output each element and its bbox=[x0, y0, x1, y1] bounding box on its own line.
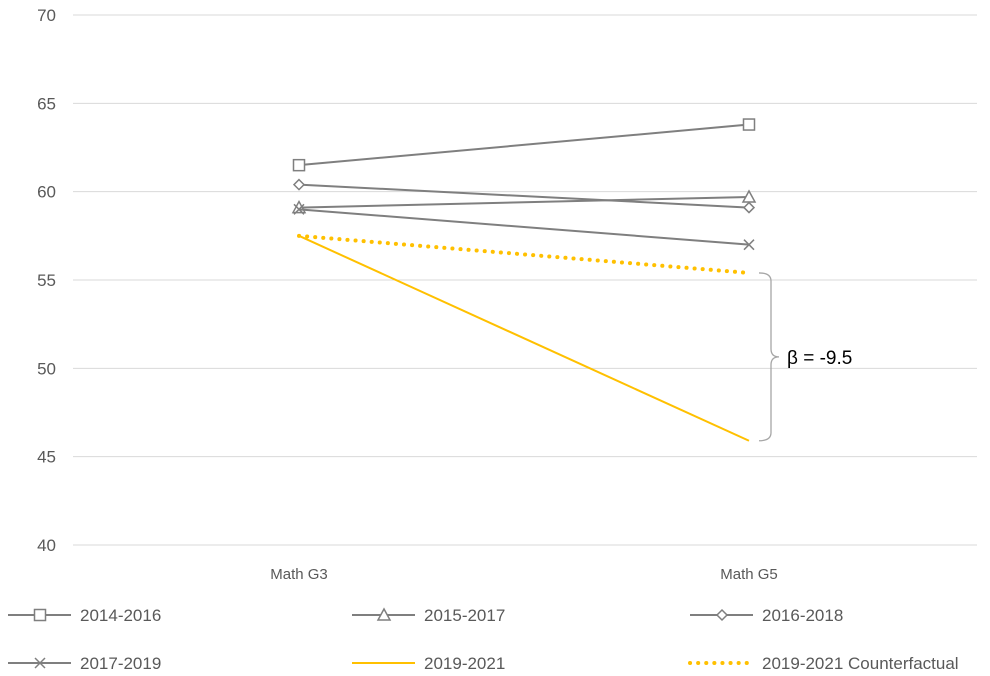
x-category-label: Math G5 bbox=[720, 566, 778, 583]
series-line bbox=[298, 195, 750, 209]
brace-annotation bbox=[758, 272, 780, 442]
y-tick-label: 45 bbox=[37, 448, 56, 467]
legend-item: 2019-2021 Counterfactual bbox=[688, 654, 959, 673]
series-2015-2017 bbox=[291, 189, 757, 214]
series-2019-2021-counterfactual bbox=[297, 233, 751, 275]
legend-marker bbox=[34, 657, 46, 669]
data-point bbox=[743, 239, 755, 251]
annotation-label: β = -9.5 bbox=[787, 348, 852, 369]
legend-item: 2014-2016 bbox=[8, 606, 161, 625]
legend-label: 2014-2016 bbox=[80, 606, 161, 625]
legend-label: 2016-2018 bbox=[762, 606, 843, 625]
data-point bbox=[293, 203, 305, 215]
y-tick-label: 40 bbox=[37, 536, 56, 555]
legend-label: 2019-2021 bbox=[424, 654, 505, 673]
gridlines bbox=[73, 14, 977, 546]
data-point bbox=[742, 201, 756, 214]
legend-item: 2015-2017 bbox=[352, 606, 505, 625]
y-tick-label: 65 bbox=[37, 94, 56, 113]
legend-label: 2017-2019 bbox=[80, 654, 161, 673]
series-line bbox=[298, 183, 750, 209]
series-line bbox=[298, 208, 750, 246]
data-point bbox=[742, 118, 756, 131]
y-tick-label: 50 bbox=[37, 359, 56, 378]
series-group bbox=[291, 118, 757, 442]
series-2019-2021 bbox=[298, 234, 750, 442]
y-tick-label: 55 bbox=[37, 271, 56, 290]
series-2017-2019 bbox=[293, 203, 755, 251]
series-line bbox=[298, 234, 750, 442]
legend-marker bbox=[715, 608, 729, 622]
y-tick-label: 70 bbox=[37, 6, 56, 25]
legend: 2014-2016 2015-2017 2016-2018 2017-2019 2019… bbox=[8, 606, 959, 673]
legend-marker bbox=[33, 608, 47, 622]
legend-item: 2019-2021 bbox=[352, 654, 505, 673]
y-axis-ticks: 40 45 50 55 60 65 70 bbox=[37, 6, 56, 555]
legend-label: 2019-2021 Counterfactual bbox=[762, 654, 959, 673]
series-line bbox=[297, 233, 751, 275]
y-tick-label: 60 bbox=[37, 183, 56, 202]
data-point bbox=[292, 178, 306, 191]
legend-item: 2017-2019 bbox=[8, 654, 161, 673]
annotations: β = -9.5 bbox=[758, 272, 852, 442]
x-axis-categories: Math G3 Math G5 bbox=[270, 566, 778, 583]
x-category-label: Math G3 bbox=[270, 566, 328, 583]
series-line bbox=[298, 123, 750, 167]
legend-label: 2015-2017 bbox=[424, 606, 505, 625]
data-point bbox=[292, 158, 306, 172]
series-2014-2016 bbox=[292, 118, 756, 172]
series-2016-2018 bbox=[292, 178, 756, 214]
legend-marker bbox=[376, 607, 392, 621]
legend-item: 2016-2018 bbox=[690, 606, 843, 625]
